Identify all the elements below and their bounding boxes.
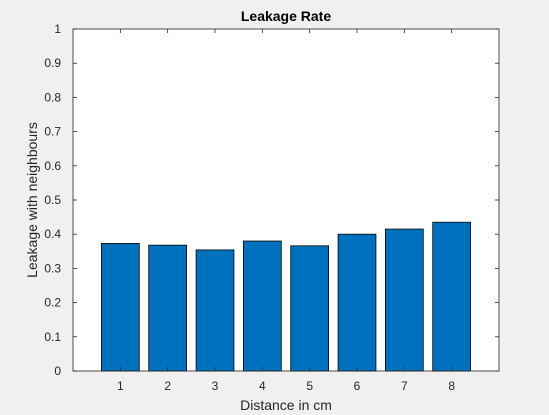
plot-area: [73, 29, 499, 371]
y-tick-label: 0.9: [44, 56, 61, 70]
ticks-group: 0 0.1 0.2 0.3 0.4 0.5 0.6 0.7 0.8 0.9 1 1 2 3 4 5 6 7 8: [44, 22, 500, 393]
x-tick-label: 2: [164, 379, 171, 393]
y-tick-label: 0.1: [44, 330, 61, 344]
y-tick-label: 0.5: [44, 193, 61, 207]
x-tick-label: 7: [401, 379, 408, 393]
y-tick-label: 0.2: [44, 296, 61, 310]
y-axis-label: Leakage with neighbours: [24, 122, 40, 278]
y-tick-label: 0.8: [44, 90, 61, 104]
bar-4: [242, 240, 282, 372]
bar-1: [101, 243, 140, 372]
bar-6: [337, 233, 377, 372]
bar-8: [432, 221, 472, 372]
x-tick-label: 4: [259, 379, 266, 393]
bar-5: [290, 245, 330, 372]
x-axis-label: Distance in cm: [240, 397, 332, 413]
bars-group: [101, 221, 472, 372]
bar-7: [384, 228, 424, 372]
y-tick-label: 0.7: [44, 125, 61, 139]
y-tick-label: 0.4: [44, 227, 61, 241]
x-tick-label: 5: [306, 379, 313, 393]
x-tick-label: 6: [354, 379, 361, 393]
x-tick-label: 3: [212, 379, 219, 393]
y-tick-label: 1: [54, 22, 61, 36]
chart-title: Leakage Rate: [241, 8, 331, 24]
bar-2: [148, 244, 188, 372]
y-tick-label: 0: [54, 364, 61, 378]
y-tick-label: 0.6: [44, 159, 61, 173]
x-tick-label: 1: [117, 379, 124, 393]
x-tick-label: 8: [448, 379, 455, 393]
bar-3: [195, 249, 235, 372]
y-tick-label: 0.3: [44, 261, 61, 275]
